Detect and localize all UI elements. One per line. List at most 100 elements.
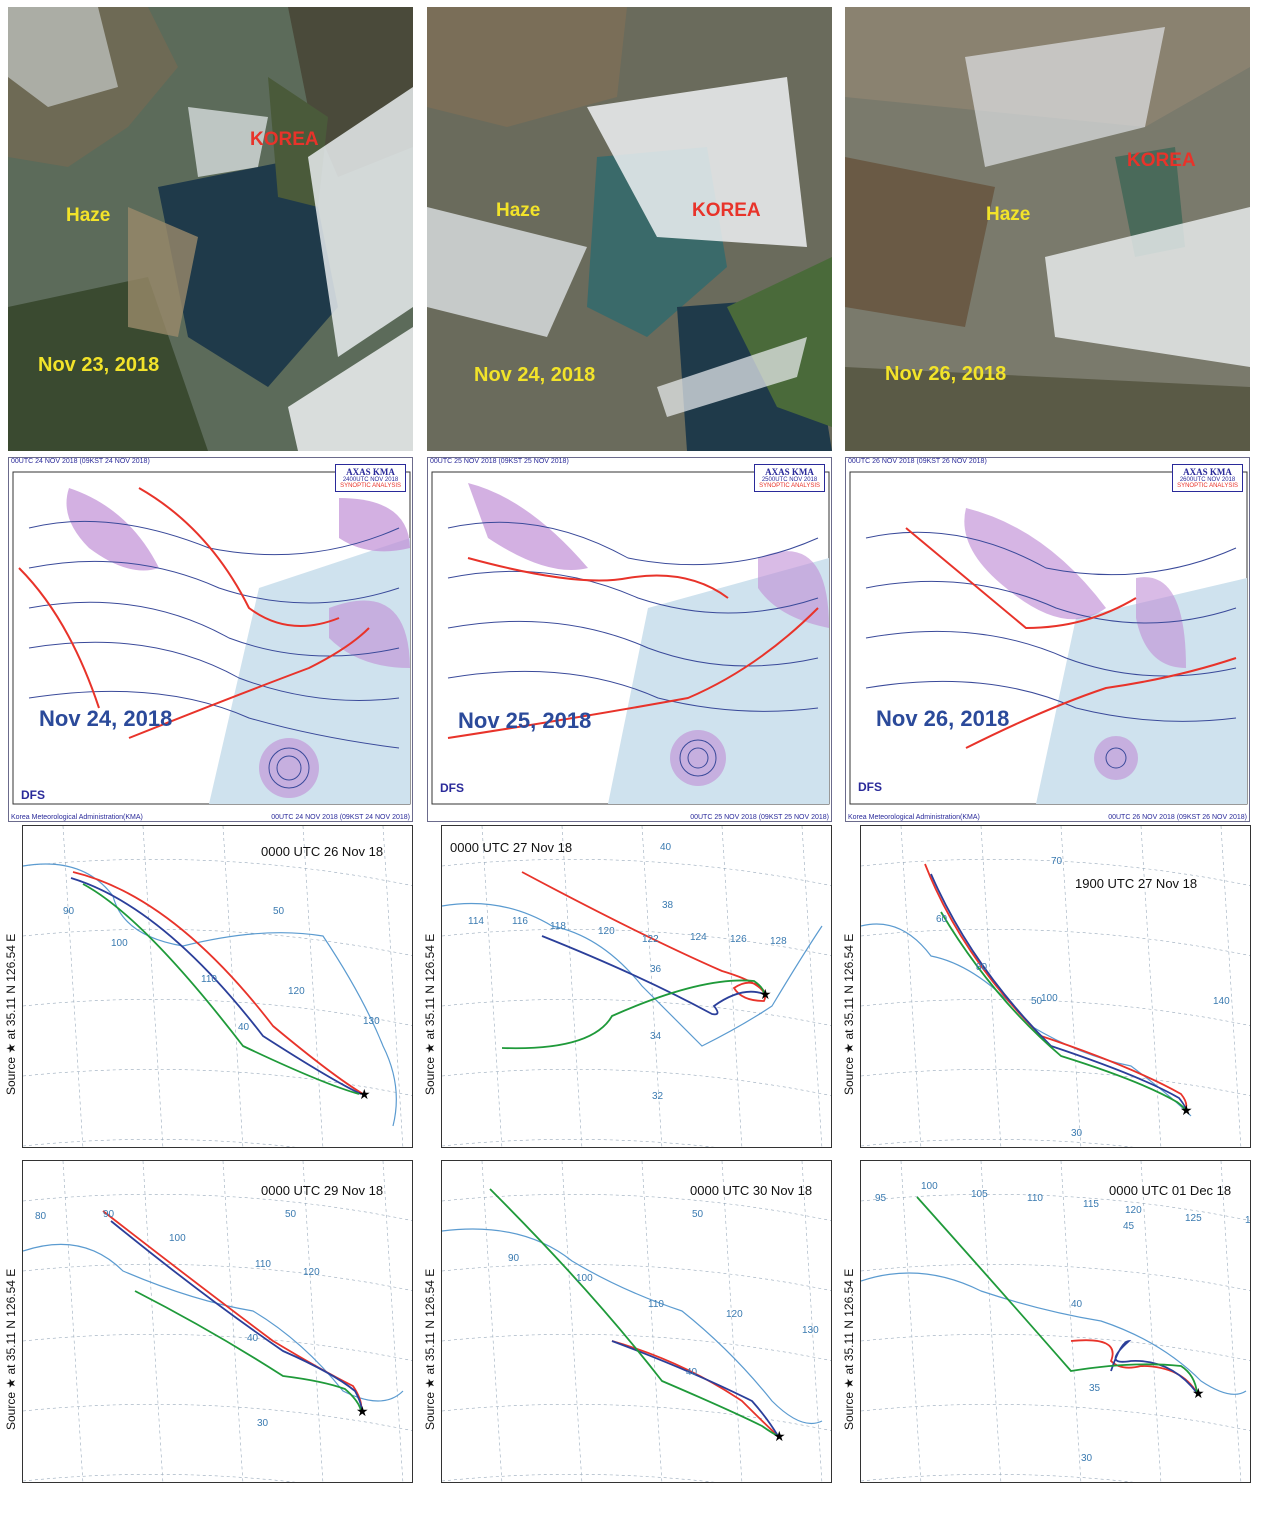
longitude-line: [801, 826, 823, 1147]
synoptic-chart-nov-24: 00UTC 24 NOV 2018 (09KST 24 NOV 2018) AX…: [8, 457, 413, 822]
haze-label: Haze: [496, 200, 541, 221]
longitude-line: [641, 1161, 663, 1482]
dfs-label: DFS: [858, 780, 882, 794]
tick-label: 70: [1051, 856, 1063, 867]
tick-label: 60: [936, 914, 948, 925]
date-label: Nov 24, 2018: [39, 706, 173, 731]
date-label: Nov 26, 2018: [885, 363, 1007, 385]
synoptic-map: [431, 471, 830, 805]
tick-label: 30: [1081, 1453, 1093, 1464]
tick-label: 100: [576, 1273, 593, 1284]
latitude-line: [861, 1404, 1250, 1431]
coastline: [442, 1228, 823, 1425]
longitude-line: [721, 826, 743, 1147]
box-time: 2400UTC NOV 2018: [342, 477, 399, 483]
chart-header: 00UTC 24 NOV 2018 (09KST 24 NOV 2018): [11, 458, 150, 465]
tick-label: 120: [598, 926, 615, 937]
tick-label: 30: [257, 1418, 269, 1429]
analysis-legend-box: AXAS KMA 2500UTC NOV 2018 SYNOPTIC ANALY…: [754, 464, 825, 492]
trajectory-svg: ★: [23, 826, 412, 1147]
trajectory-map-5: ★ 90 100 110 120 130 50 40 0000 UTC 30 Nov 18: [441, 1160, 832, 1483]
latitude-line: [861, 1334, 1250, 1361]
haze-label: Haze: [66, 205, 111, 226]
chart-header: 00UTC 26 NOV 2018 (09KST 26 NOV 2018): [848, 458, 987, 465]
longitude-line: [1060, 826, 1082, 1147]
tick-label: 32: [652, 1091, 664, 1102]
latitude-line: [23, 1139, 296, 1147]
trajectory-green: [501, 979, 765, 1050]
tick-label: 95: [875, 1193, 887, 1204]
source-axis-label: Source ★ at 35.11 N 126.54 E: [423, 1268, 437, 1430]
analysis-legend-box: AXAS KMA 2400UTC NOV 2018 SYNOPTIC ANALY…: [335, 464, 406, 492]
box-title: AXAS KMA: [346, 467, 395, 477]
tick-label: 50: [285, 1209, 297, 1220]
tick-label: 90: [63, 906, 75, 917]
tick-label: 115: [1083, 1199, 1099, 1210]
longitude-line: [62, 1161, 84, 1482]
tick-label: 30: [1071, 1128, 1083, 1139]
korea-label: KOREA: [250, 129, 319, 150]
box-time: 2500UTC NOV 2018: [761, 477, 818, 483]
tick-label: 100: [1041, 993, 1058, 1004]
source-axis-label: Source ★ at 35.11 N 126.54 E: [4, 933, 18, 1095]
tick-label: 110: [648, 1299, 664, 1310]
trajectory-green: [489, 1188, 779, 1437]
tick-label: 40: [660, 842, 672, 853]
date-label: Nov 24, 2018: [474, 364, 596, 386]
trajectory-title: 0000 UTC 01 Dec 18: [1109, 1183, 1232, 1198]
tick-label: 34: [650, 1031, 662, 1042]
latitude-line: [861, 1069, 1250, 1096]
tick-label: 118: [550, 921, 566, 932]
longitude-line: [222, 1161, 244, 1482]
source-axis-label: Source ★ at 35.11 N 126.54 E: [4, 1268, 18, 1430]
latitude-line: [442, 1264, 831, 1291]
longitude-line: [801, 1161, 823, 1482]
latitude-line: [442, 1404, 831, 1431]
trajectory-map-4: ★ 80 90 100 110 120 50 40 30 0000 UTC 29 Nov 18: [22, 1160, 413, 1483]
longitude-line: [561, 1161, 583, 1482]
tick-label: 100: [169, 1233, 186, 1244]
tick-label: 36: [650, 964, 662, 975]
box-subtitle: SYNOPTIC ANALYSIS: [759, 483, 820, 489]
box-time: 2600UTC NOV 2018: [1179, 477, 1236, 483]
tick-label: 50: [273, 906, 285, 917]
tick-label: 110: [255, 1259, 271, 1270]
trajectory-blue: [611, 1340, 779, 1437]
longitude-line: [382, 826, 404, 1147]
source-star-icon: ★: [759, 987, 772, 1003]
satellite-scene: [8, 7, 413, 451]
trajectory-title: 0000 UTC 30 Nov 18: [690, 1183, 813, 1198]
longitude-line: [1220, 826, 1242, 1147]
longitude-line: [142, 1161, 164, 1482]
korea-label: KOREA: [692, 200, 761, 221]
satellite-scene: [845, 7, 1250, 451]
dfs-label: DFS: [21, 788, 45, 802]
longitude-line: [721, 1161, 743, 1482]
latitude-line: [442, 1334, 831, 1361]
latitude-line: [23, 999, 412, 1026]
trajectory-map-1: ★ 90 100 110 120 130 50 40 0000 UTC 26 Nov 18: [22, 825, 413, 1148]
tick-label: 110: [201, 974, 217, 985]
trajectory-green: [82, 883, 360, 1095]
source-axis-label: Source ★ at 35.11 N 126.54 E: [842, 933, 856, 1095]
longitude-line: [1140, 1161, 1162, 1482]
longitude-line: [481, 826, 503, 1147]
tick-label: 128: [770, 936, 787, 947]
coastline: [23, 1243, 404, 1402]
trajectory-red: [72, 871, 364, 1095]
box-title: AXAS KMA: [1183, 467, 1232, 477]
trajectory-blue: [70, 877, 362, 1095]
chart-footer-left: Korea Meteorological Administration(KMA): [848, 814, 980, 821]
satellite-image-nov-26: Haze KOREA Nov 26, 2018: [845, 7, 1250, 451]
trajectory-svg: ★: [861, 826, 1250, 1147]
satellite-image-nov-23: Haze KOREA Nov 23, 2018: [8, 7, 413, 451]
trajectory-red: [102, 1210, 363, 1412]
trajectory-green: [940, 911, 1186, 1111]
trajectory-blue: [1110, 1340, 1198, 1394]
chart-footer-right: 00UTC 25 NOV 2018 (09KST 25 NOV 2018): [690, 814, 829, 821]
trajectory-blue: [541, 935, 765, 1016]
trajectory-green: [916, 1196, 1198, 1394]
tick-label: 124: [690, 932, 707, 943]
tick-label: 100: [921, 1181, 938, 1192]
tick-label: 114: [468, 916, 484, 927]
